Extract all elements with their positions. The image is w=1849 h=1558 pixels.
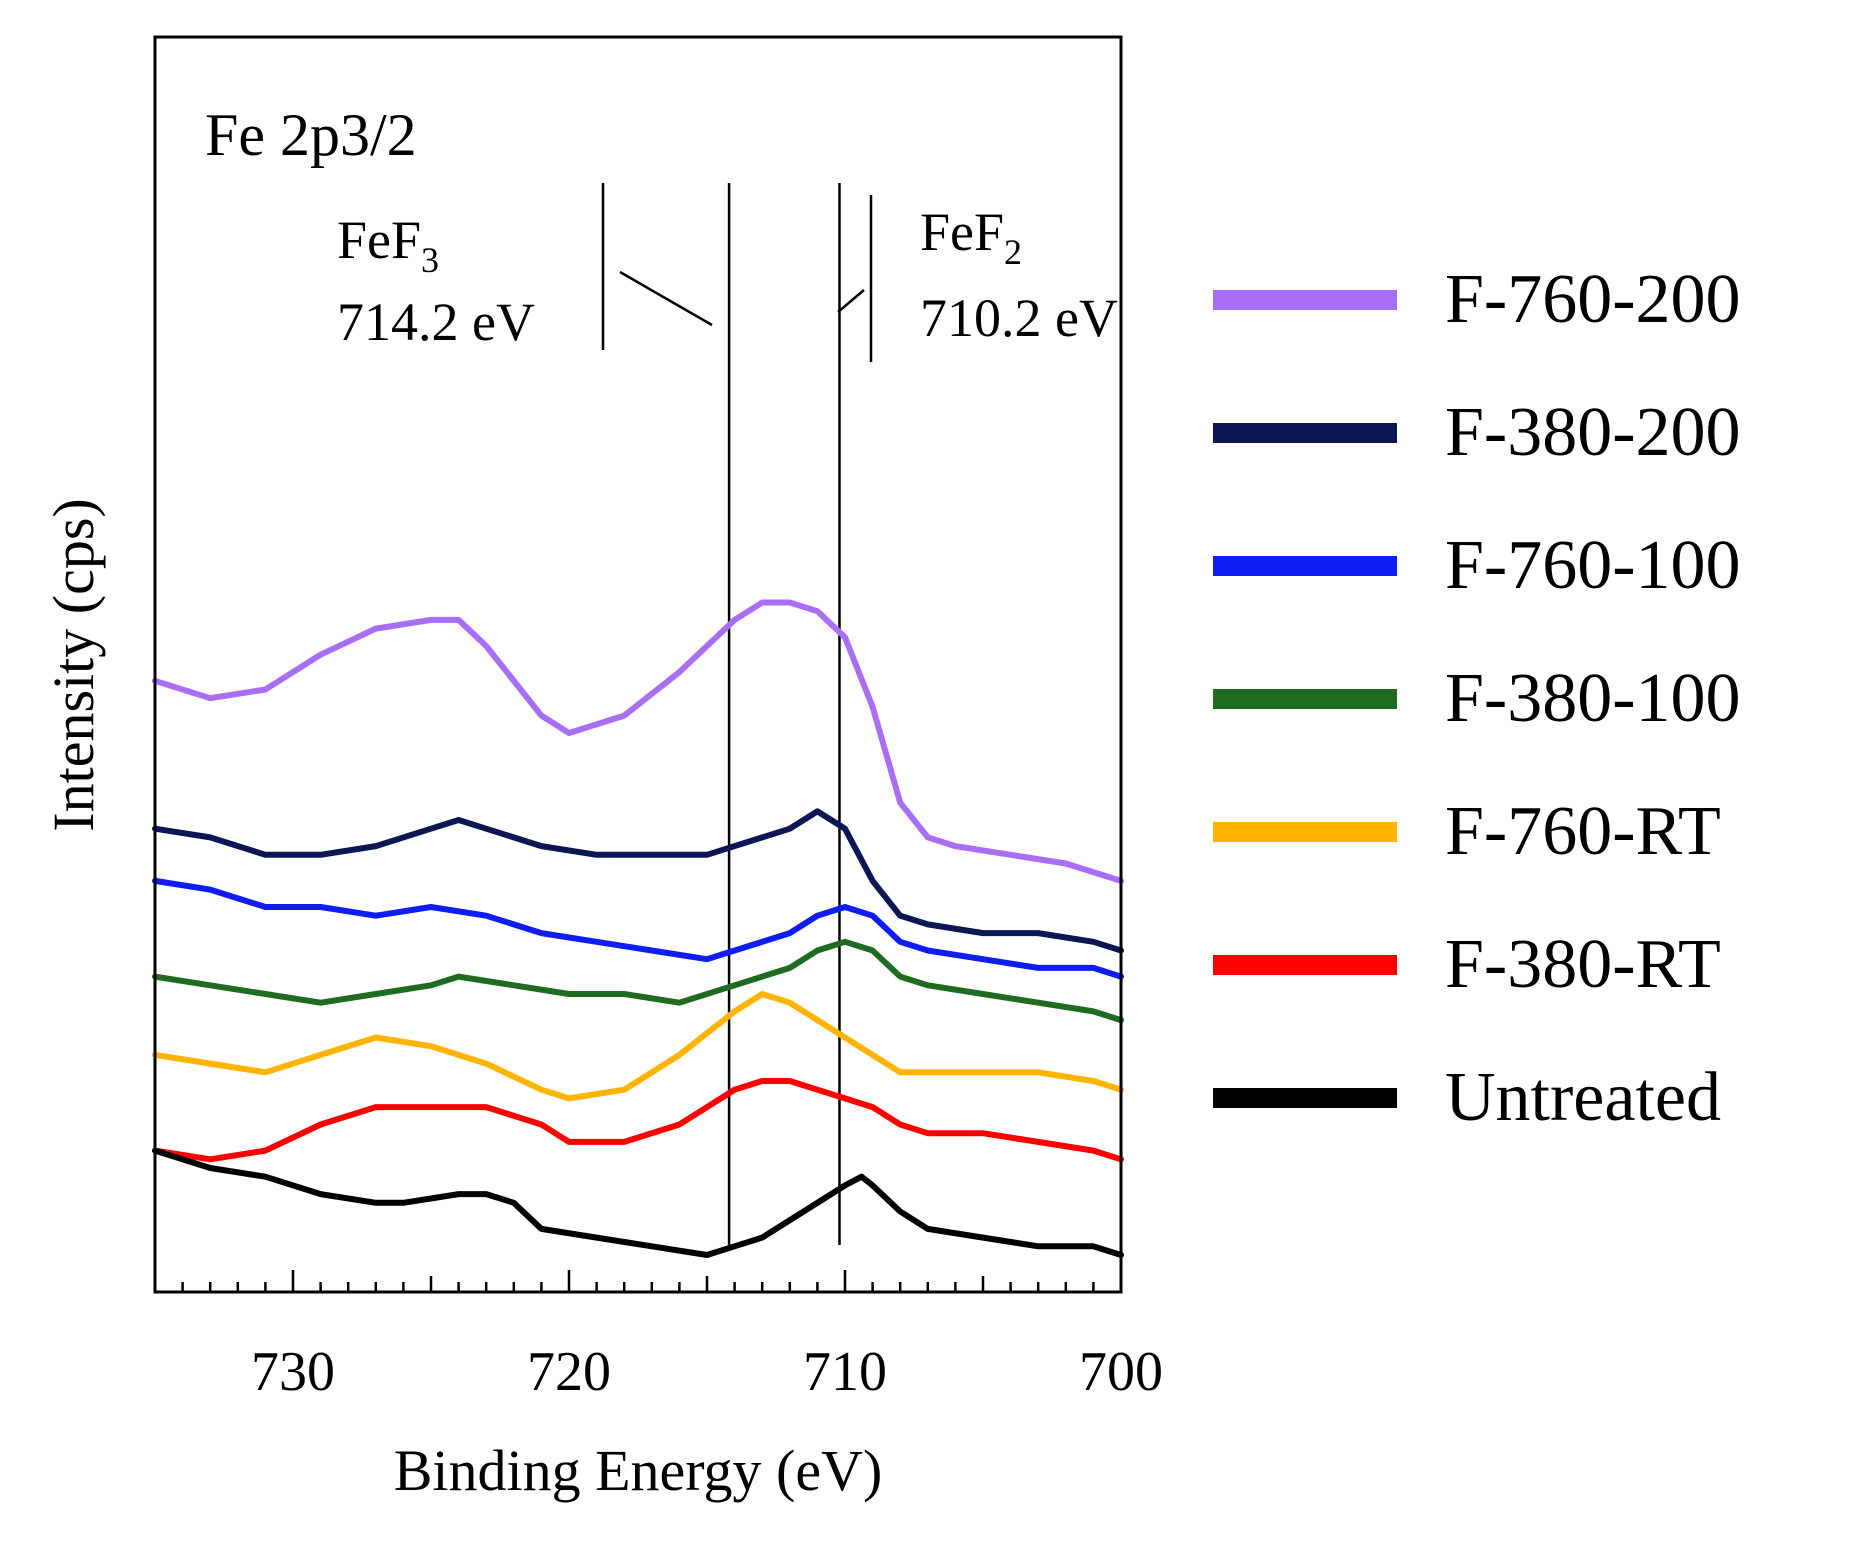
ref-label-name-0: FeF3 (337, 210, 439, 280)
x-tick-label: 710 (803, 1341, 887, 1403)
series-line-F-760-100 (152, 877, 1124, 980)
series-line-F-760-RT (152, 991, 1124, 1102)
legend-label-Untreated: Untreated (1445, 1059, 1721, 1136)
ref-leader-0 (619, 270, 713, 327)
series-line-F-760-200 (152, 599, 1124, 884)
legend-label-F-380-RT: F-380-RT (1445, 926, 1721, 1003)
x-axis-tick-labels: 730 720 710 700 (251, 1341, 1163, 1403)
ref-leader-1 (837, 289, 865, 313)
legend-label-F-380-100: F-380-100 (1445, 660, 1741, 737)
ref-label-name-1: FeF2 (920, 202, 1022, 272)
legend-label-F-760-100: F-760-100 (1445, 527, 1741, 604)
x-tick-label: 730 (251, 1341, 335, 1403)
series-line-F-380-200 (152, 808, 1124, 954)
legend-label-F-380-200: F-380-200 (1445, 394, 1741, 471)
series-lines (152, 599, 1124, 1258)
y-axis-label: Intensity (cps) (41, 498, 106, 831)
legend-label-F-760-200: F-760-200 (1445, 261, 1741, 338)
plot-frame (153, 35, 1123, 1294)
reference-annotations: FeF3 714.2 eV FeF2 710.2 eV (337, 183, 1118, 362)
x-tick-label: 700 (1079, 1341, 1163, 1403)
x-tick-label: 720 (527, 1341, 611, 1403)
series-line-F-380-RT (152, 1078, 1124, 1163)
reference-lines (727, 183, 841, 1245)
series-line-Untreated (152, 1147, 1124, 1258)
panel-label: Fe 2p3/2 (205, 102, 417, 168)
series-line-F-380-100 (152, 938, 1124, 1024)
legend-label-F-760-RT: F-760-RT (1445, 793, 1721, 870)
ref-label-value-1: 710.2 eV (920, 288, 1118, 348)
x-axis-label: Binding Energy (eV) (394, 1438, 883, 1503)
x-axis-ticks (181, 1270, 1095, 1292)
legend: F-760-200 F-380-200 F-760-100 F-380-100 F-76… (1213, 261, 1741, 1136)
ref-label-value-0: 714.2 eV (337, 292, 535, 352)
